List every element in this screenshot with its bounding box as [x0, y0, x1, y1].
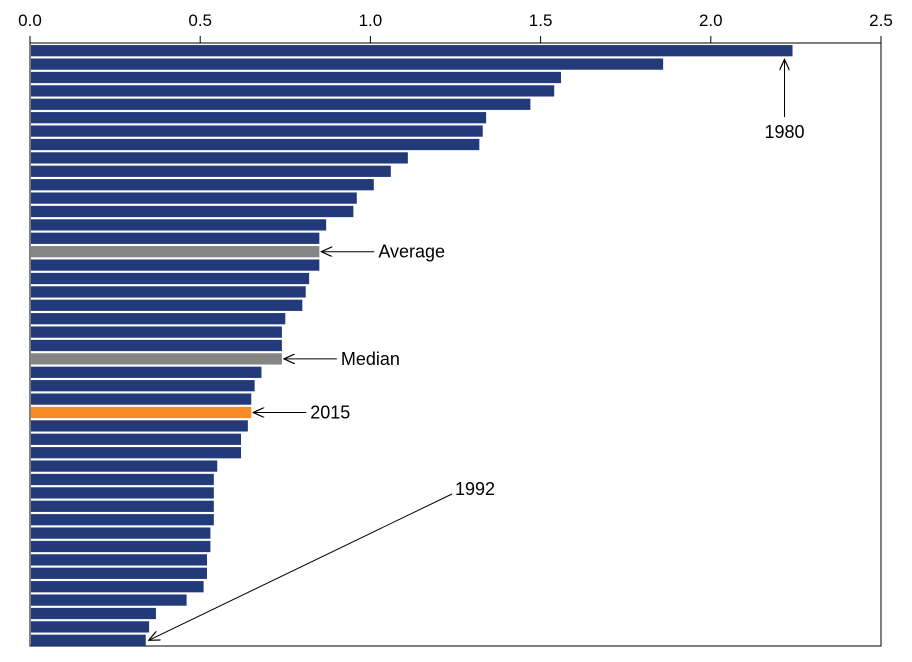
- bar: [31, 514, 214, 526]
- bars-group: [31, 45, 793, 646]
- bar: [31, 232, 320, 244]
- annotation-label: Average: [378, 242, 445, 262]
- bar: [31, 487, 214, 499]
- bar: [31, 152, 408, 164]
- bar: [31, 112, 487, 124]
- bar: [31, 594, 187, 606]
- bar: [31, 286, 306, 298]
- x-tick-label: 1.0: [359, 11, 383, 30]
- bar: [31, 98, 531, 110]
- bar: [31, 313, 286, 325]
- x-tick-label: 0.0: [18, 11, 42, 30]
- bar: [31, 165, 391, 177]
- bar: [31, 299, 303, 311]
- annotation-label: 2015: [310, 403, 350, 423]
- bar: [31, 71, 562, 84]
- bar: [31, 393, 252, 405]
- bar: [31, 205, 354, 218]
- annotations-group: 1980 Average Median 2015 1992: [149, 59, 805, 640]
- bar: [31, 219, 327, 231]
- bar: [31, 460, 218, 472]
- annotation-label: Median: [341, 349, 400, 369]
- x-tick-label: 2.5: [869, 11, 893, 30]
- bar: [31, 326, 282, 338]
- bar-reference: [31, 246, 320, 258]
- x-tick-label: 2.0: [699, 11, 723, 30]
- bar: [31, 45, 793, 57]
- x-tick-label: 1.5: [529, 11, 553, 30]
- bar: [31, 179, 374, 191]
- bar: [31, 125, 483, 137]
- bar: [31, 420, 248, 432]
- bar-reference: [31, 353, 282, 365]
- bar: [31, 607, 156, 620]
- bar: [31, 527, 211, 539]
- bar: [31, 473, 214, 486]
- bar: [31, 339, 282, 352]
- x-axis: 0.0 0.5 1.0 1.5 2.0 2.5: [18, 11, 893, 43]
- annotation-label: 1992: [455, 479, 495, 499]
- bar: [31, 138, 480, 151]
- bar: [31, 192, 357, 204]
- bar: [31, 581, 204, 593]
- annotation-arrow: [149, 493, 453, 640]
- bar: [31, 272, 310, 285]
- bar: [31, 447, 242, 459]
- plot-frame: [29, 42, 882, 647]
- bar: [31, 554, 208, 566]
- bar: [31, 85, 555, 97]
- bar: [31, 366, 262, 378]
- bar: [31, 621, 150, 633]
- bar: [31, 634, 146, 646]
- bar: [31, 540, 211, 553]
- x-tick-label: 0.5: [188, 11, 212, 30]
- annotation-label: 1980: [764, 122, 804, 142]
- bar: [31, 58, 664, 70]
- bar: [31, 500, 214, 512]
- bar-highlight: [31, 406, 252, 419]
- bar: [31, 433, 242, 445]
- plot-border: [29, 42, 882, 647]
- bar: [31, 259, 320, 271]
- bar: [31, 380, 255, 392]
- bar: [31, 567, 208, 579]
